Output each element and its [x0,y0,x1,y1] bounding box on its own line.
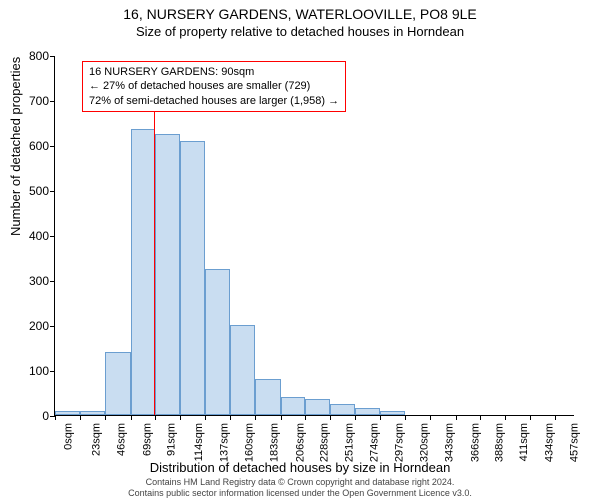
y-tick-mark [50,236,55,237]
x-tick-label: 137sqm [219,423,231,462]
y-tick-mark [50,371,55,372]
x-axis-label: Distribution of detached houses by size … [0,460,600,475]
histogram-bar [205,269,230,415]
x-tick-label: 23sqm [91,423,103,456]
y-tick-mark [50,191,55,192]
x-tick-label: 297sqm [394,423,406,462]
histogram-bar [131,129,155,415]
y-tick-mark [50,56,55,57]
reference-line [154,82,155,415]
page-title: 16, NURSERY GARDENS, WATERLOOVILLE, PO8 … [0,0,600,22]
x-tick-mark [230,415,231,420]
x-tick-mark [555,415,556,420]
histogram-bar [155,134,180,415]
x-tick-mark [180,415,181,420]
x-tick-mark [480,415,481,420]
histogram-bar [281,397,305,415]
y-tick-label: 500 [15,184,49,198]
annotation-box: 16 NURSERY GARDENS: 90sqm ← 27% of detac… [82,61,346,112]
x-tick-mark [355,415,356,420]
histogram-bar [80,411,105,416]
x-tick-mark [330,415,331,420]
footer-line-1: Contains HM Land Registry data © Crown c… [0,477,600,488]
y-tick-label: 100 [15,364,49,378]
histogram-bar [330,404,355,415]
y-tick-label: 800 [15,49,49,63]
x-tick-mark [405,415,406,420]
x-tick-label: 366sqm [469,423,481,462]
x-tick-label: 343sqm [444,423,456,462]
x-tick-label: 91sqm [165,423,177,456]
x-tick-label: 160sqm [244,423,256,462]
x-tick-label: 114sqm [193,423,205,461]
y-tick-label: 200 [15,319,49,333]
x-tick-label: 46sqm [116,423,128,456]
histogram-bar [380,411,405,416]
x-tick-label: 0sqm [62,423,74,450]
x-tick-label: 457sqm [569,423,581,462]
y-tick-mark [50,146,55,147]
annotation-line-2: ← 27% of detached houses are smaller (72… [89,79,339,93]
histogram-bar [355,408,380,415]
x-tick-mark [456,415,457,420]
y-tick-label: 300 [15,274,49,288]
x-tick-mark [105,415,106,420]
histogram-bar [230,325,255,415]
page-subtitle: Size of property relative to detached ho… [0,22,600,39]
x-tick-label: 434sqm [544,423,556,462]
x-tick-mark [505,415,506,420]
x-tick-mark [205,415,206,420]
x-tick-label: 251sqm [343,423,355,462]
annotation-line-1: 16 NURSERY GARDENS: 90sqm [89,65,339,79]
y-tick-mark [50,326,55,327]
y-tick-label: 400 [15,229,49,243]
y-tick-mark [50,101,55,102]
y-tick-label: 600 [15,139,49,153]
histogram-bar [105,352,130,415]
x-tick-mark [80,415,81,420]
x-tick-label: 388sqm [493,423,505,462]
x-tick-label: 183sqm [269,423,281,462]
x-tick-label: 69sqm [141,423,153,456]
x-tick-mark [305,415,306,420]
x-tick-label: 320sqm [419,423,431,462]
x-tick-label: 274sqm [369,423,381,462]
x-tick-mark [155,415,156,420]
y-tick-mark [50,281,55,282]
x-tick-label: 228sqm [318,423,330,462]
footer-line-2: Contains public sector information licen… [0,488,600,499]
histogram-bar [255,379,280,415]
footer: Contains HM Land Registry data © Crown c… [0,477,600,499]
histogram-bar [180,141,205,416]
x-tick-mark [281,415,282,420]
x-tick-mark [131,415,132,420]
histogram-bar [305,399,330,415]
x-tick-mark [255,415,256,420]
y-tick-label: 0 [15,409,49,423]
x-tick-mark [55,415,56,420]
x-tick-mark [380,415,381,420]
y-tick-label: 700 [15,94,49,108]
x-tick-mark [430,415,431,420]
chart-container: 01002003004005006007008000sqm23sqm46sqm6… [54,56,574,416]
histogram-bar [55,411,80,416]
annotation-line-3: 72% of semi-detached houses are larger (… [89,94,339,108]
x-tick-label: 206sqm [294,423,306,462]
x-tick-label: 411sqm [518,423,530,461]
x-tick-mark [530,415,531,420]
